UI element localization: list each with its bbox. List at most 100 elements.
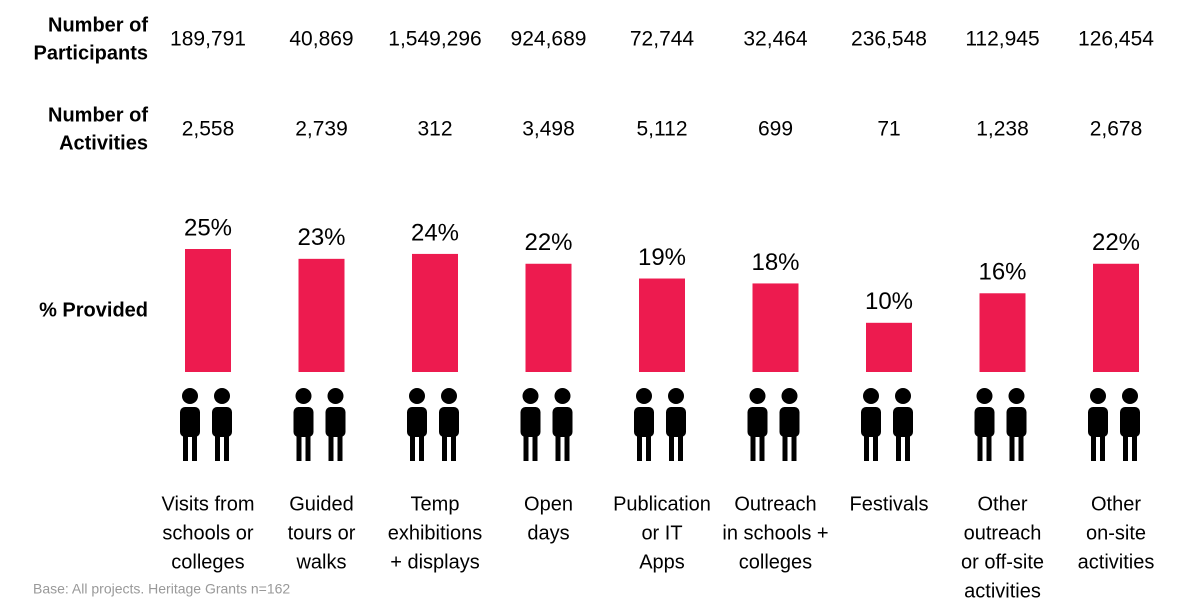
icon xyxy=(1088,388,1140,461)
bar xyxy=(526,264,572,372)
icon-body xyxy=(861,407,881,437)
icon-body xyxy=(1007,407,1027,437)
table-cell: 40,869 xyxy=(289,28,353,51)
icon-leg xyxy=(864,435,869,461)
table-cell: 2,678 xyxy=(1090,118,1143,141)
table-cell: 5,112 xyxy=(637,118,688,141)
icon-body xyxy=(521,407,541,437)
icon-leg xyxy=(669,435,674,461)
bar xyxy=(299,259,345,372)
bar xyxy=(866,323,912,372)
icon-head xyxy=(1009,388,1025,404)
icon xyxy=(861,388,913,461)
icon-head xyxy=(1090,388,1106,404)
table-cell: 236,548 xyxy=(851,28,927,51)
icon-leg xyxy=(873,435,878,461)
icon-leg xyxy=(978,435,983,461)
table-cell: 2,558 xyxy=(182,118,235,141)
icon-leg xyxy=(297,435,302,461)
category-label: colleges xyxy=(171,551,244,573)
category-label: colleges xyxy=(739,551,812,573)
chart: Base: All projects. Heritage Grants n=16… xyxy=(0,0,1185,601)
category-label: Apps xyxy=(639,551,685,573)
icon-leg xyxy=(183,435,188,461)
category-label: Other xyxy=(1091,493,1141,515)
icon-body xyxy=(407,407,427,437)
icon-leg xyxy=(338,435,343,461)
value-label: 24% xyxy=(411,219,459,246)
icon-leg xyxy=(419,435,424,461)
icon-head xyxy=(636,388,652,404)
row-label: Activities xyxy=(59,132,148,154)
icon-leg xyxy=(556,435,561,461)
icon-head xyxy=(977,388,993,404)
icon-leg xyxy=(410,435,415,461)
icon-body xyxy=(553,407,573,437)
icon xyxy=(294,388,346,461)
icon-head xyxy=(441,388,457,404)
bar xyxy=(980,293,1026,372)
icon-leg xyxy=(646,435,651,461)
icon-head xyxy=(296,388,312,404)
icon-leg xyxy=(329,435,334,461)
category-label: schools or xyxy=(162,522,253,544)
icon-body xyxy=(748,407,768,437)
category-label: Temp xyxy=(411,493,460,515)
category-label: exhibitions xyxy=(388,522,483,544)
category-label: activities xyxy=(1078,551,1155,573)
value-label: 25% xyxy=(184,214,232,241)
icon-head xyxy=(214,388,230,404)
bar xyxy=(639,279,685,372)
icon-leg xyxy=(1091,435,1096,461)
table-cell: 71 xyxy=(877,118,900,141)
bar xyxy=(1093,264,1139,372)
icon-leg xyxy=(637,435,642,461)
icon xyxy=(634,388,686,461)
category-label: on-site xyxy=(1086,522,1146,544)
icon-body xyxy=(1120,407,1140,437)
table-cell: 699 xyxy=(758,118,793,141)
icon-leg xyxy=(678,435,683,461)
icon-leg xyxy=(760,435,765,461)
icon-head xyxy=(523,388,539,404)
category-label: Open xyxy=(524,493,573,515)
category-label: in schools + xyxy=(722,522,828,544)
icon-head xyxy=(782,388,798,404)
table-cell: 72,744 xyxy=(630,28,695,51)
icon-leg xyxy=(524,435,529,461)
table-cell: 3,498 xyxy=(522,118,575,141)
icon xyxy=(180,388,232,461)
icon-head xyxy=(863,388,879,404)
category-label: walks xyxy=(295,551,346,573)
value-label: 23% xyxy=(297,224,345,251)
icon-head xyxy=(409,388,425,404)
icon-body xyxy=(1088,407,1108,437)
icon-leg xyxy=(192,435,197,461)
icon-leg xyxy=(1100,435,1105,461)
row-label: Number of xyxy=(48,14,148,36)
icon-body xyxy=(439,407,459,437)
value-label: 10% xyxy=(865,288,913,315)
footnote: Base: All projects. Heritage Grants n=16… xyxy=(33,581,290,597)
category-label: tours or xyxy=(288,522,356,544)
table-cell: 112,945 xyxy=(965,28,1039,51)
icon xyxy=(748,388,800,461)
category-label: or IT xyxy=(641,522,682,544)
value-label: 22% xyxy=(524,229,572,256)
value-label: 22% xyxy=(1092,229,1140,256)
table-cell: 32,464 xyxy=(743,28,808,51)
category-label: + displays xyxy=(390,551,480,573)
icon-leg xyxy=(1132,435,1137,461)
icon-body xyxy=(326,407,346,437)
value-label: 16% xyxy=(978,259,1026,286)
icon-body xyxy=(180,407,200,437)
row-label: Number of xyxy=(48,104,148,126)
icon-leg xyxy=(987,435,992,461)
table-cell: 1,238 xyxy=(976,118,1029,141)
icon-head xyxy=(555,388,571,404)
value-label: 19% xyxy=(638,244,686,271)
table-cell: 189,791 xyxy=(170,28,246,51)
icon-leg xyxy=(215,435,220,461)
icon-head xyxy=(182,388,198,404)
table-cell: 924,689 xyxy=(511,28,587,51)
